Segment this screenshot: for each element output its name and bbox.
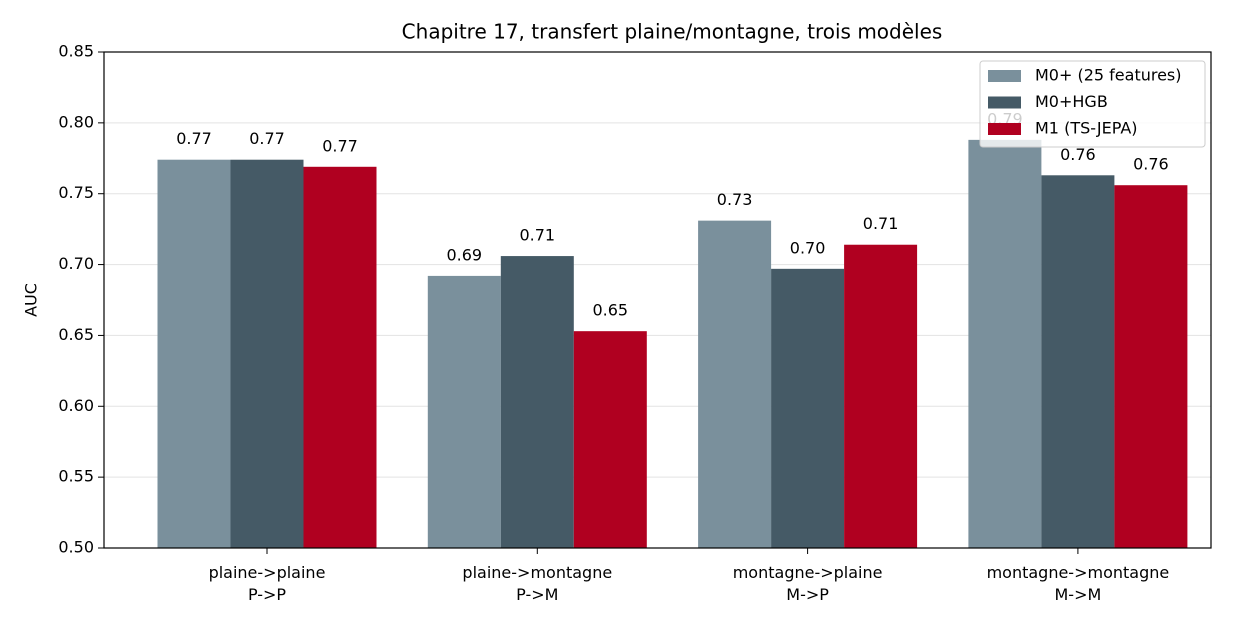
bar	[771, 268, 845, 548]
y-axis-label: AUC	[22, 283, 41, 317]
bar	[500, 256, 574, 548]
legend-label: M0+HGB	[1035, 92, 1108, 111]
value-label: 0.77	[322, 136, 358, 155]
legend-swatch	[988, 96, 1021, 109]
y-tick-label: 0.55	[58, 467, 94, 486]
value-label: 0.76	[1133, 155, 1169, 174]
chart-title: Chapitre 17, transfert plaine/montagne, …	[402, 20, 943, 44]
legend-label: M1 (TS-JEPA)	[1035, 119, 1138, 138]
bar	[844, 244, 918, 548]
bar	[427, 275, 501, 548]
bar	[698, 220, 772, 548]
x-tick-label: plaine->plaine P->P	[208, 563, 326, 604]
value-label: 0.65	[592, 301, 628, 320]
legend-label: M0+ (25 features)	[1035, 66, 1182, 85]
value-label: 0.77	[176, 129, 212, 148]
value-label: 0.70	[790, 238, 826, 257]
plot-frame	[103, 51, 1212, 549]
bar	[968, 139, 1042, 548]
bar	[1041, 175, 1115, 548]
y-tick-label: 0.75	[58, 183, 94, 202]
y-tick-label: 0.80	[58, 112, 94, 131]
legend-swatch	[988, 123, 1021, 135]
bar	[157, 159, 231, 548]
x-tick-label: plaine->montagne P->M	[462, 563, 613, 604]
y-tick-label: 0.70	[58, 254, 94, 273]
y-tick-label: 0.65	[58, 325, 94, 344]
y-tick-label: 0.60	[58, 396, 94, 415]
bar	[303, 166, 377, 548]
value-label: 0.73	[717, 190, 753, 209]
y-tick-label: 0.85	[58, 42, 94, 61]
y-tick-label: 0.50	[58, 538, 94, 557]
bar	[1114, 185, 1188, 548]
value-label: 0.69	[446, 245, 482, 264]
value-label: 0.71	[863, 214, 899, 233]
bar	[573, 331, 647, 548]
x-tick-label: montagne->plaine M->P	[732, 563, 883, 604]
legend-swatch	[988, 70, 1021, 82]
value-label: 0.76	[1060, 145, 1096, 164]
legend-box	[979, 60, 1206, 148]
x-tick-label: montagne->montagne M->M	[986, 563, 1170, 604]
value-label: 0.71	[519, 226, 555, 245]
value-label: 0.77	[249, 129, 285, 148]
bar	[230, 159, 304, 548]
